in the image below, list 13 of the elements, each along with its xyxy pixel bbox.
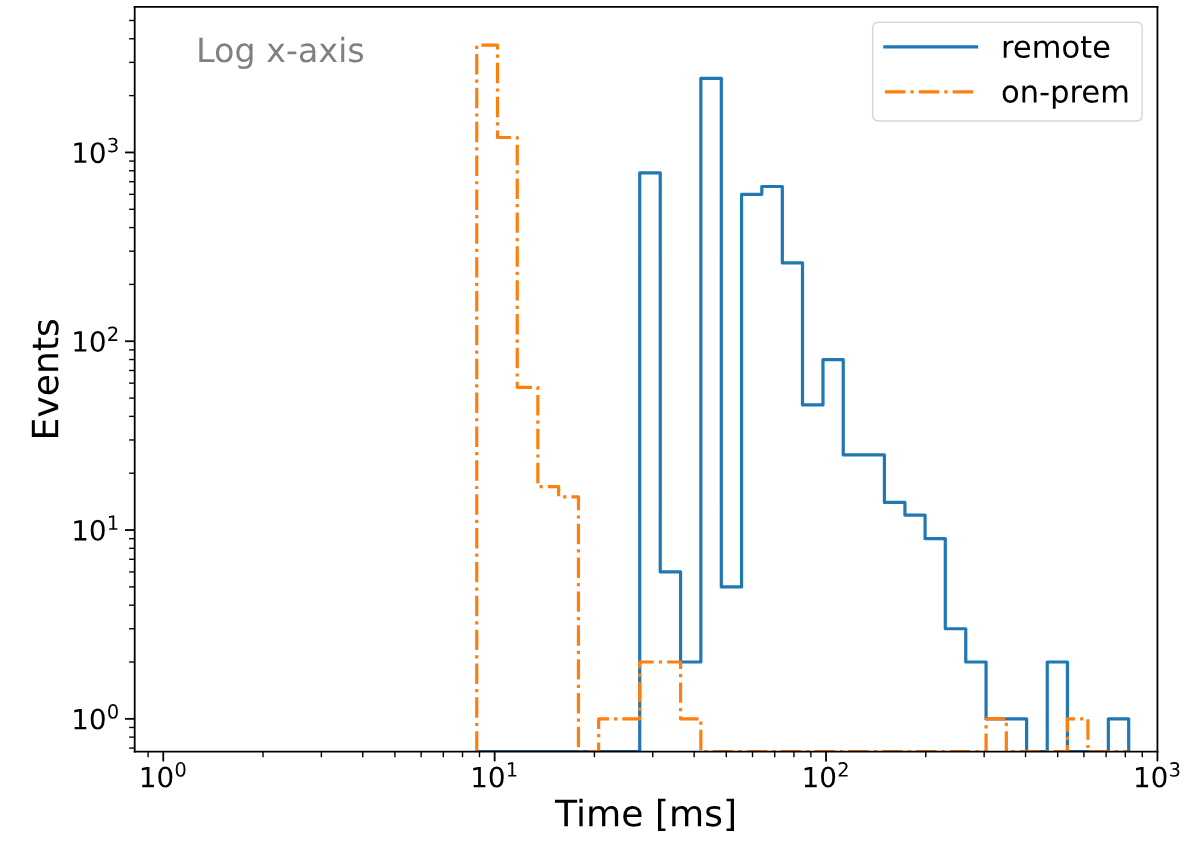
x-tick-label: 10$^{3}$	[1136, 762, 1180, 788]
y-axis-title: Events	[31, 319, 59, 437]
x-tick-label: 10$^{0}$	[141, 762, 186, 788]
y-tick-label: 10$^{1}$	[74, 515, 118, 541]
x-tick-label: 10$^{1}$	[473, 762, 517, 788]
x-tick-label: 10$^{2}$	[804, 762, 848, 788]
legend-label: on-prem	[1002, 85, 1128, 109]
legend-label: remote	[1003, 36, 1110, 59]
annotation: Log x-axis	[199, 36, 364, 69]
y-tick-label: 10$^{2}$	[74, 326, 118, 352]
x-axis-title: Time [ms]	[554, 798, 734, 831]
y-tick-label: 10$^{0}$	[74, 704, 118, 730]
y-tick-label: 10$^{3}$	[74, 137, 118, 164]
